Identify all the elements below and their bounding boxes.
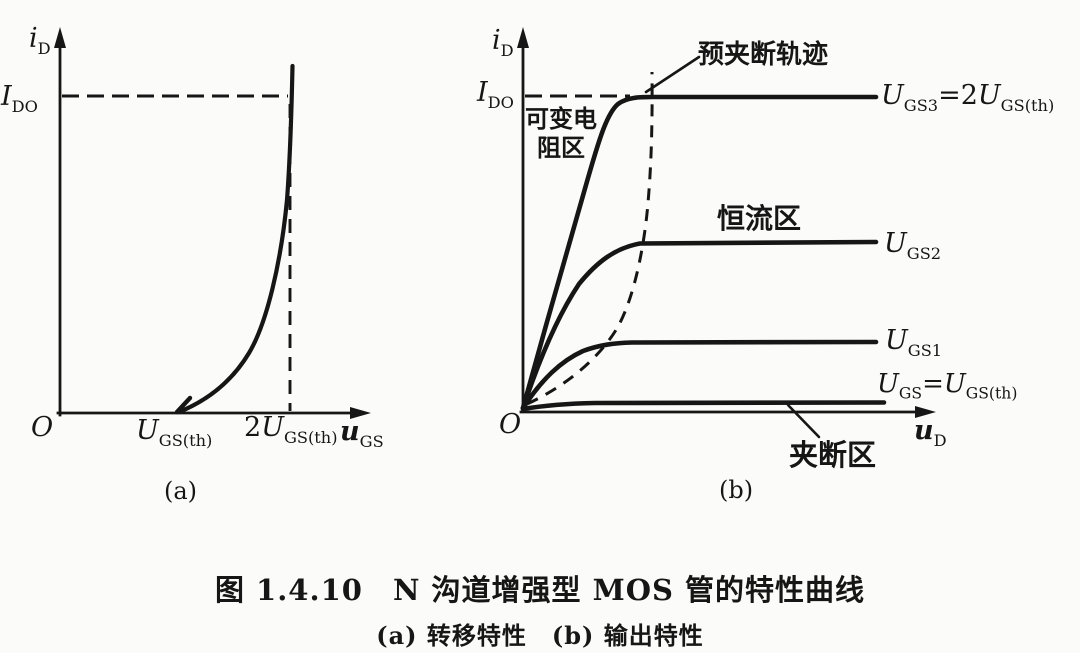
b-curve-label-ugs2: UGS2 (884, 228, 942, 263)
b-region-label-prepinchoff-locus: 预夹断轨迹 (698, 40, 829, 70)
b-curve-label-ugsth: UGS=UGS(th) (877, 369, 1018, 403)
a-xaxis-label-ugs: uGS (340, 416, 384, 451)
b-curve-label-ugs1: UGS1 (885, 325, 943, 360)
b-region-label-constant-current: 恒流区 (717, 202, 802, 235)
a-origin-label: O (31, 412, 54, 443)
b-x-axis-arrow-icon (915, 406, 936, 418)
b-region-label-variable-resistance: 可变电 阻区 (525, 105, 597, 162)
b-output-curve-ugs3 (520, 94, 879, 411)
a-x-axis-arrow-icon (350, 407, 371, 419)
a-ugsth-tick-label: UGS(th) (136, 415, 213, 450)
b-pinchoff-pointer-line (786, 403, 821, 439)
b-output-curve-ugs2 (520, 239, 879, 411)
figure-caption: 图 1.4.10 N 沟道增强型 MOS 管的特性曲线 (214, 573, 866, 607)
b-yaxis-label-id: iD (492, 25, 514, 60)
a-yaxis-label-id: iD (29, 23, 51, 58)
b-output-curve-ugs1 (520, 339, 879, 411)
b-origin-label: O (499, 409, 522, 440)
a-sublabel: (a) (164, 477, 198, 505)
a-curve-start-tick (174, 395, 193, 415)
a-ido-label: IDO (1, 81, 38, 116)
b-ido-label: IDO (477, 77, 514, 112)
b-xaxis-label-ud: uD (914, 415, 947, 450)
b-y-axis-arrow-icon (517, 27, 529, 48)
a-y-axis-arrow-icon (54, 27, 66, 48)
a-transfer-curve (176, 63, 295, 415)
b-prepinchoff-pointer-line (644, 55, 701, 94)
b-curve-label-ugs3: UGS3=2UGS(th) (881, 80, 1055, 115)
figure-subcaption: (a) 转移特性 (b) 输出特性 (376, 621, 704, 650)
b-output-curve-ugsth (520, 400, 887, 412)
a-2ugsth-tick-label: 2UGS(th) (244, 412, 338, 447)
b-sublabel: (b) (719, 476, 754, 504)
b-region-label-pinchoff: 夹断区 (789, 438, 877, 472)
